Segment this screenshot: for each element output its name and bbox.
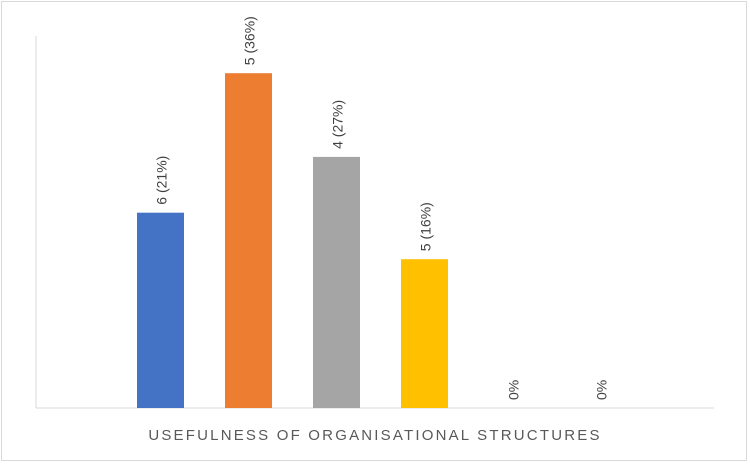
bar-1-value-label: 6 (21%) — [154, 156, 170, 205]
bar-6-value-label: 0% — [594, 380, 610, 400]
bar-4-value-label: 5 (16%) — [418, 202, 434, 251]
bar-3 — [313, 156, 360, 408]
bar-series — [137, 73, 448, 408]
bar-2 — [225, 73, 272, 408]
x-axis-label: USEFULNESS OF ORGANISATIONAL STRUCTURES — [148, 427, 602, 444]
bar-4 — [401, 259, 448, 408]
bar-2-value-label: 5 (36%) — [242, 16, 258, 65]
bar-5-value-label: 0% — [506, 380, 522, 400]
bar-1 — [137, 212, 184, 408]
bar-data-labels: 6 (21%) 5 (36%) 4 (27%) 5 (16%) 0% 0% — [154, 16, 610, 400]
bar-3-value-label: 4 (27%) — [330, 100, 346, 149]
